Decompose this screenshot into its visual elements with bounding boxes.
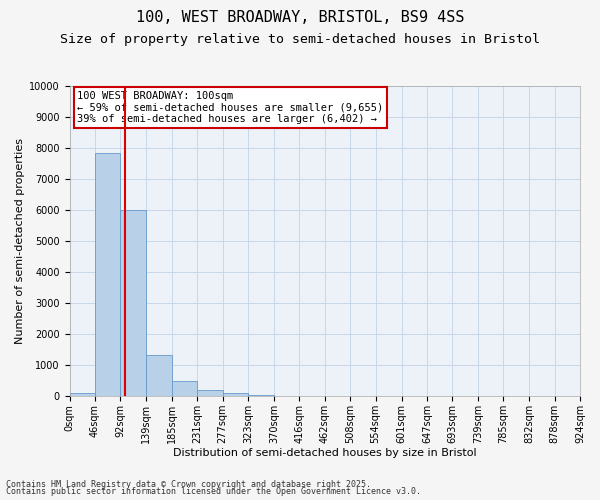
Text: 100 WEST BROADWAY: 100sqm
← 59% of semi-detached houses are smaller (9,655)
39% : 100 WEST BROADWAY: 100sqm ← 59% of semi-… (77, 91, 383, 124)
Bar (121, 210, 146, 396)
Bar (223, 393, 248, 396)
Bar (95, 153, 121, 396)
Text: Contains HM Land Registry data © Crown copyright and database right 2025.: Contains HM Land Registry data © Crown c… (6, 480, 371, 489)
Bar (197, 390, 223, 396)
Y-axis label: Number of semi-detached properties: Number of semi-detached properties (15, 138, 25, 344)
Text: Size of property relative to semi-detached houses in Bristol: Size of property relative to semi-detach… (60, 32, 540, 46)
Bar (146, 354, 172, 396)
Text: Contains public sector information licensed under the Open Government Licence v3: Contains public sector information licen… (6, 487, 421, 496)
X-axis label: Distribution of semi-detached houses by size in Bristol: Distribution of semi-detached houses by … (173, 448, 476, 458)
Text: 100, WEST BROADWAY, BRISTOL, BS9 4SS: 100, WEST BROADWAY, BRISTOL, BS9 4SS (136, 10, 464, 25)
Bar (70, 393, 95, 396)
Bar (172, 380, 197, 396)
Bar (248, 394, 274, 396)
